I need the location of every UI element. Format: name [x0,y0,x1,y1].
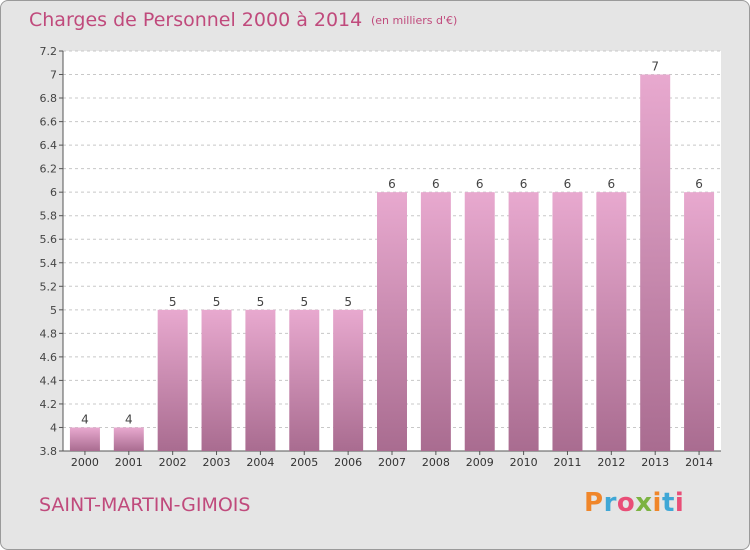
bar [69,427,100,451]
y-tick-label: 3.8 [40,445,58,458]
x-tick-label: 2012 [597,456,625,469]
bar [289,309,320,451]
y-tick-label: 5.6 [40,233,58,246]
logo-letter: r [603,488,617,518]
logo-letter: P [584,488,604,518]
bar [464,192,495,452]
y-tick-label: 5 [50,304,57,317]
x-tick-label: 2013 [641,456,669,469]
bar [201,309,232,451]
bar-value-label: 6 [432,177,440,191]
y-tick-label: 4.6 [40,351,58,364]
bar [552,192,583,452]
y-tick-label: 4 [50,421,57,434]
chart-title: Charges de Personnel 2000 à 2014 [29,9,363,31]
x-tick-label: 2004 [246,456,274,469]
bar [333,309,364,451]
bar [377,192,407,452]
y-tick-label: 5.4 [40,257,58,270]
x-tick-label: 2011 [553,456,581,469]
logo-letter: i [652,488,662,518]
y-tick-label: 6.6 [40,116,58,129]
bar-value-label: 4 [81,412,89,426]
y-tick-label: 6 [50,186,57,199]
commune-name: SAINT-MARTIN-GIMOIS [39,494,251,516]
bar-value-label: 7 [651,60,659,74]
logo-letter: i [674,488,685,518]
x-tick-label: 2005 [290,456,318,469]
bar-value-label: 5 [213,295,221,309]
bar-value-label: 6 [388,177,396,191]
bar-value-label: 6 [608,177,616,191]
x-tick-label: 2014 [685,456,713,469]
bar-value-label: 6 [520,177,528,191]
y-tick-label: 5.8 [40,210,58,223]
bar [684,192,715,452]
x-tick-label: 2009 [466,456,494,469]
y-tick-label: 4.4 [40,374,58,387]
proxiti-logo[interactable]: Proxiti [584,488,684,518]
y-tick-label: 6.4 [40,139,58,152]
y-tick-label: 6.8 [40,92,58,105]
y-tick-label: 4.8 [40,327,58,340]
logo-letter: t [661,488,675,518]
y-tick-label: 7.2 [40,45,58,58]
x-tick-label: 2006 [334,456,362,469]
bar [596,192,627,452]
x-tick-label: 2010 [510,456,538,469]
y-tick-label: 5.2 [40,280,58,293]
chart-subtitle: (en milliers d'€) [371,14,458,27]
bar [640,74,671,451]
bar-value-label: 5 [257,295,265,309]
x-tick-label: 2003 [203,456,231,469]
bar-value-label: 5 [169,295,177,309]
bar-value-label: 4 [125,412,133,426]
bar [157,309,188,451]
bar [245,309,276,451]
x-tick-label: 2002 [159,456,187,469]
bar-value-label: 6 [695,177,703,191]
bar [420,192,451,452]
bar-value-label: 5 [344,295,352,309]
x-tick-label: 2007 [378,456,406,469]
logo-letter: o [616,488,636,518]
x-tick-label: 2000 [71,456,99,469]
y-tick-label: 7 [50,69,57,82]
bar-value-label: 5 [300,295,308,309]
y-tick-label: 6.2 [40,163,58,176]
bar [508,192,539,452]
y-tick-label: 4.2 [40,398,58,411]
bar [113,427,144,451]
bar-value-label: 6 [476,177,484,191]
x-tick-label: 2001 [115,456,143,469]
x-tick-label: 2008 [422,456,450,469]
logo-letter: x [635,488,653,518]
bar-value-label: 6 [564,177,572,191]
